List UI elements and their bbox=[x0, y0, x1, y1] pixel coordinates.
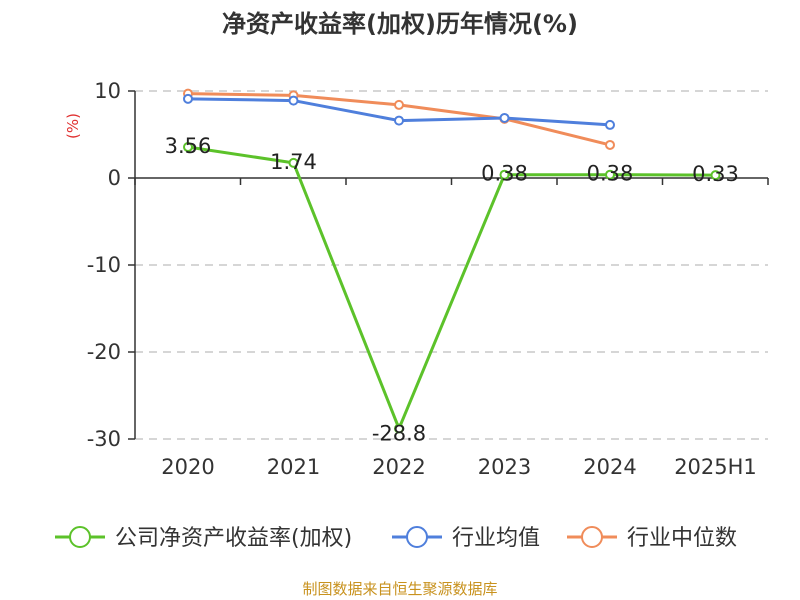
y-tick-label: -20 bbox=[87, 340, 121, 364]
legend-swatch-marker bbox=[406, 526, 428, 548]
data-label: 0.38 bbox=[587, 162, 634, 186]
data-point bbox=[288, 157, 299, 168]
legend-label: 公司净资产收益率(加权) bbox=[115, 526, 352, 551]
x-tick-label: 2020 bbox=[161, 455, 214, 479]
x-tick-label: 2024 bbox=[583, 455, 636, 479]
y-tick-label: 10 bbox=[94, 79, 121, 103]
data-label: 1.74 bbox=[270, 150, 317, 174]
axes bbox=[128, 90, 769, 440]
y-tick-label: 0 bbox=[108, 166, 121, 190]
x-tick-label: 2023 bbox=[478, 455, 531, 479]
x-tick-labels: 2020 2021 2022 2023 2024 2025H1 bbox=[161, 455, 757, 479]
x-tick-label: 2022 bbox=[372, 455, 425, 479]
legend-swatch-marker bbox=[69, 526, 91, 548]
y-tick-label: -30 bbox=[87, 427, 121, 451]
data-point bbox=[499, 112, 510, 123]
data-label: 0.38 bbox=[481, 162, 528, 186]
legend-label: 行业均值 bbox=[452, 526, 540, 551]
gridlines bbox=[135, 90, 768, 440]
y-tick-labels: 10 0 -10 -20 -30 bbox=[87, 79, 121, 451]
x-tick-label: 2025H1 bbox=[674, 455, 757, 479]
legend-item[interactable]: 行业中位数 bbox=[567, 526, 737, 551]
data-point bbox=[394, 99, 404, 110]
data-point bbox=[183, 142, 193, 153]
x-tick-label: 2021 bbox=[267, 455, 320, 479]
data-point bbox=[394, 115, 404, 126]
data-label: 0.33 bbox=[692, 162, 739, 186]
chart-title: 净资产收益率(加权)历年情况(%) bbox=[222, 10, 578, 38]
series-line-0 bbox=[187, 145, 716, 431]
data-point bbox=[288, 95, 299, 106]
series-lines bbox=[183, 88, 721, 434]
y-axis-unit-label: (%) bbox=[64, 113, 82, 139]
data-point bbox=[605, 139, 615, 150]
data-labels: 3.56 1.74 -28.8 0.38 0.38 0.33 bbox=[165, 134, 739, 446]
data-point bbox=[394, 423, 404, 434]
source-note: 制图数据来自恒生聚源数据库 bbox=[302, 580, 497, 598]
data-point bbox=[499, 169, 510, 180]
legend-item[interactable]: 行业均值 bbox=[392, 526, 540, 551]
legend[interactable]: 公司净资产收益率(加权) 行业均值 行业中位数 bbox=[55, 526, 737, 551]
data-point bbox=[605, 119, 615, 130]
data-point bbox=[183, 93, 193, 104]
y-tick-label: -10 bbox=[87, 253, 121, 277]
legend-swatch-marker bbox=[581, 526, 603, 548]
data-point bbox=[710, 170, 721, 181]
legend-label: 行业中位数 bbox=[627, 526, 737, 551]
legend-item[interactable]: 公司净资产收益率(加权) bbox=[55, 526, 352, 551]
data-label: -28.8 bbox=[372, 422, 426, 446]
data-point bbox=[605, 169, 615, 180]
data-label: 3.56 bbox=[165, 134, 212, 158]
